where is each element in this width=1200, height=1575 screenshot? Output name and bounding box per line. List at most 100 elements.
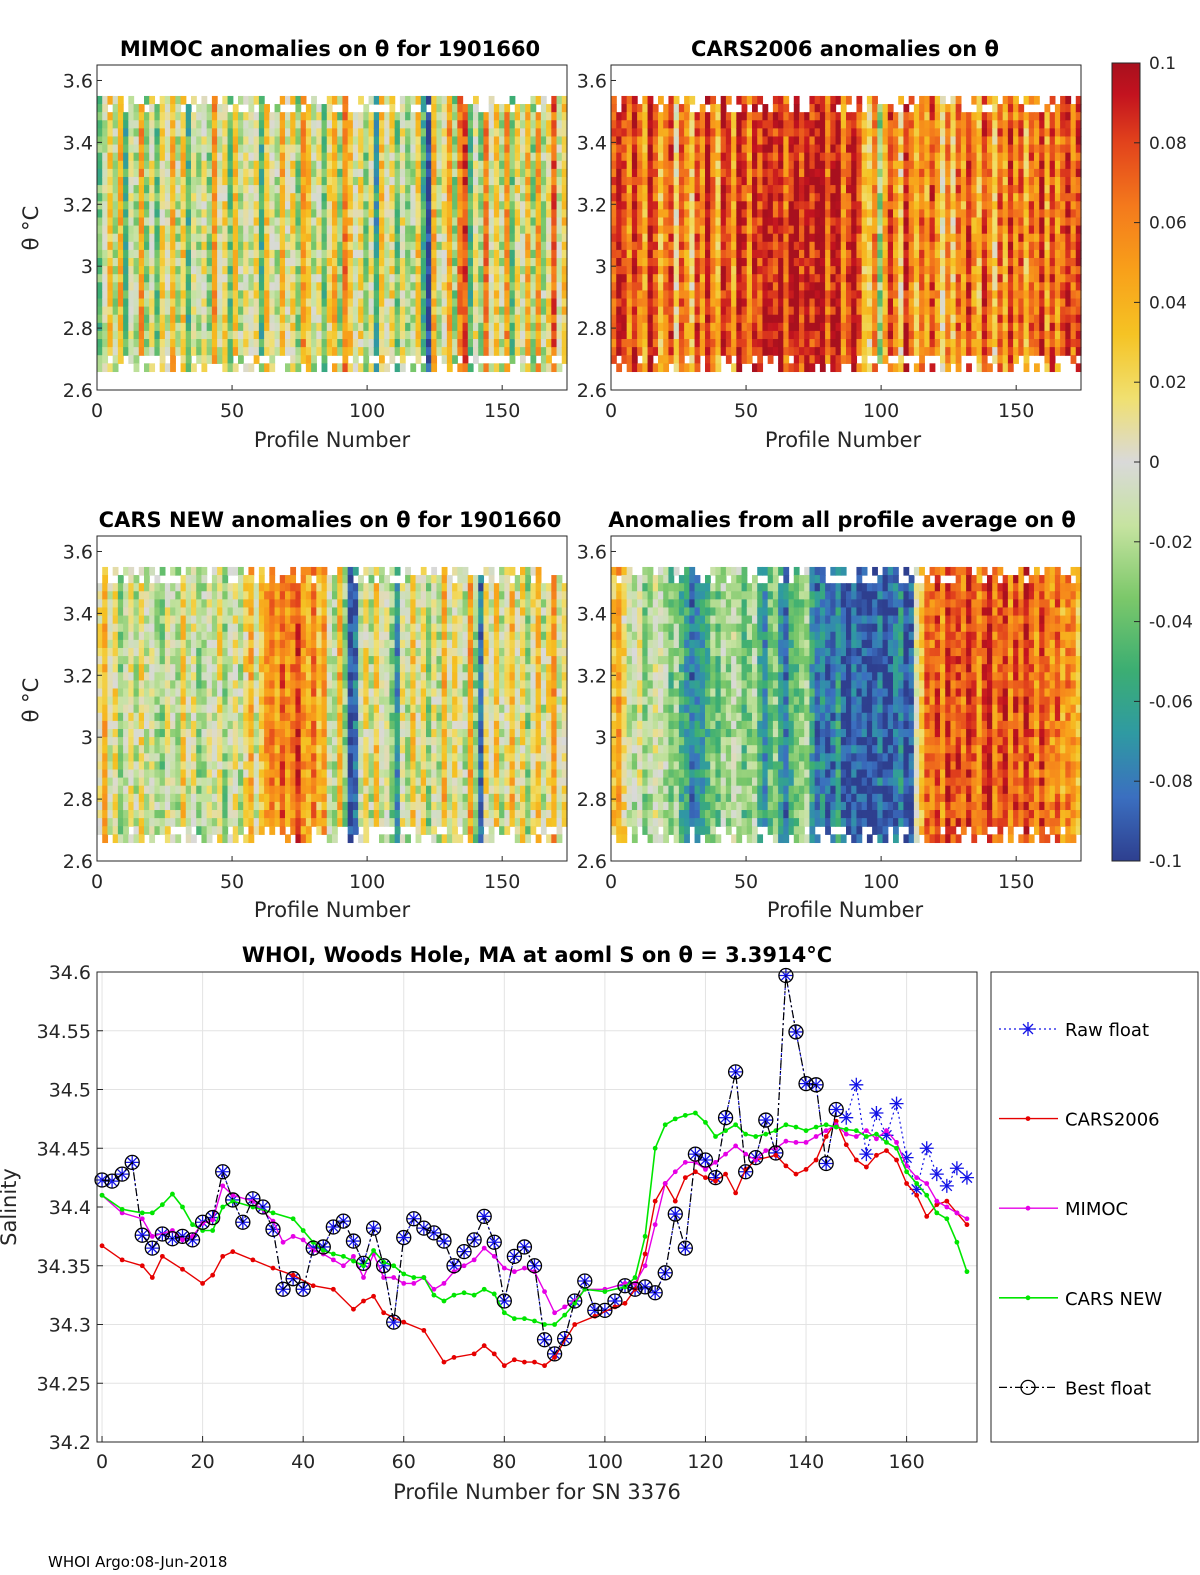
heatmap-cell — [530, 249, 537, 259]
heatmap-cell — [274, 112, 281, 121]
heatmap-cell — [488, 185, 495, 194]
heatmap-cell — [887, 298, 894, 308]
heatmap-cell — [399, 136, 406, 146]
heatmap-cell — [473, 209, 479, 219]
heatmap-cell — [415, 290, 422, 300]
heatmap-cell — [647, 128, 654, 138]
heatmap-cell — [741, 306, 748, 316]
heatmap-cell — [514, 112, 521, 121]
heatmap-cell — [457, 249, 464, 259]
heatmap-cell — [887, 104, 894, 113]
heatmap-cell — [332, 112, 338, 121]
heatmap-cell — [274, 176, 281, 186]
heatmap-cell — [814, 136, 821, 146]
heatmap-cell — [488, 282, 495, 291]
heatmap-cell — [663, 112, 670, 121]
heatmap-cell — [715, 298, 722, 308]
heatmap-cell — [144, 330, 150, 340]
heatmap-cell — [316, 176, 323, 186]
heatmap-cell — [211, 282, 218, 291]
heatmap-cell — [668, 347, 675, 356]
heatmap-cell — [462, 266, 469, 275]
heatmap-cell — [300, 225, 307, 235]
heatmap-cell — [211, 176, 218, 186]
heatmap-cell — [117, 233, 124, 243]
heatmap-cell — [332, 282, 338, 291]
heatmap-cell — [305, 339, 312, 348]
heatmap-cell — [123, 233, 129, 243]
heatmap-cell — [415, 258, 422, 267]
heatmap-cell — [295, 233, 302, 243]
heatmap-cell — [415, 306, 422, 316]
heatmap-cell — [170, 241, 176, 251]
heatmap-cell — [919, 193, 925, 202]
heatmap-cell — [488, 160, 495, 170]
heatmap-cell — [462, 282, 469, 291]
heatmap-cell — [389, 168, 396, 178]
heatmap-cell — [138, 128, 145, 138]
heatmap-cell — [238, 266, 244, 275]
heatmap-cell — [637, 128, 643, 138]
heatmap-cell — [778, 209, 784, 219]
heatmap-cell — [684, 136, 690, 146]
heatmap-cell — [405, 225, 411, 235]
heatmap-cell — [154, 136, 161, 146]
heatmap-cell — [264, 290, 270, 300]
heatmap-cell — [934, 152, 941, 162]
heatmap-cell — [626, 168, 633, 178]
heatmap-cell — [452, 217, 458, 227]
heatmap-cell — [133, 339, 140, 348]
heatmap-cell — [112, 339, 119, 348]
heatmap-cell — [934, 95, 941, 105]
heatmap-cell — [326, 144, 333, 154]
heatmap-cell — [694, 209, 701, 219]
heatmap-cell — [799, 322, 805, 332]
heatmap-cell — [311, 225, 317, 235]
heatmap-cell — [736, 363, 743, 373]
heatmap-cell — [399, 282, 406, 291]
heatmap-cell — [285, 176, 291, 186]
heatmap-cell — [772, 160, 779, 170]
heatmap-cell — [483, 193, 490, 202]
heatmap-cell — [731, 274, 737, 283]
heatmap-cell — [546, 266, 552, 275]
heatmap-cell — [752, 112, 758, 121]
heatmap-cell — [913, 347, 920, 356]
heatmap-cell — [919, 363, 925, 373]
heatmap-cell — [342, 160, 349, 170]
heatmap-cell — [248, 314, 255, 324]
heatmap-cell — [420, 290, 427, 300]
heatmap-cell — [415, 233, 422, 243]
heatmap-cell — [715, 193, 722, 202]
heatmap-cell — [144, 249, 150, 259]
heatmap-cell — [752, 258, 758, 267]
heatmap-cell — [420, 128, 427, 138]
heatmap-cell — [699, 314, 706, 324]
heatmap-cell — [551, 201, 558, 210]
heatmap-cell — [248, 112, 255, 121]
heatmap-cell — [520, 363, 526, 373]
heatmap-cell — [514, 209, 521, 219]
heatmap-cell — [631, 201, 638, 210]
heatmap-cell — [877, 258, 884, 267]
heatmap-cell — [342, 322, 349, 332]
heatmap-cell — [866, 314, 873, 324]
heatmap-cell — [788, 217, 795, 227]
heatmap-cell — [783, 185, 790, 194]
heatmap-cell — [159, 120, 166, 129]
heatmap-cell — [337, 217, 344, 227]
heatmap-cell — [415, 160, 422, 170]
heatmap-cell — [741, 314, 748, 324]
heatmap-cell — [840, 217, 847, 227]
heatmap-cell — [499, 282, 505, 291]
heatmap-cell — [279, 233, 286, 243]
heatmap-cell — [684, 128, 690, 138]
heatmap-cell — [238, 160, 244, 170]
heatmap-cell — [311, 160, 317, 170]
heatmap-cell — [279, 201, 286, 210]
heatmap-cell — [358, 249, 364, 259]
heatmap-cell — [561, 330, 568, 340]
heatmap-cell — [530, 209, 537, 219]
heatmap-cell — [347, 258, 354, 267]
heatmap-cell — [668, 306, 675, 316]
